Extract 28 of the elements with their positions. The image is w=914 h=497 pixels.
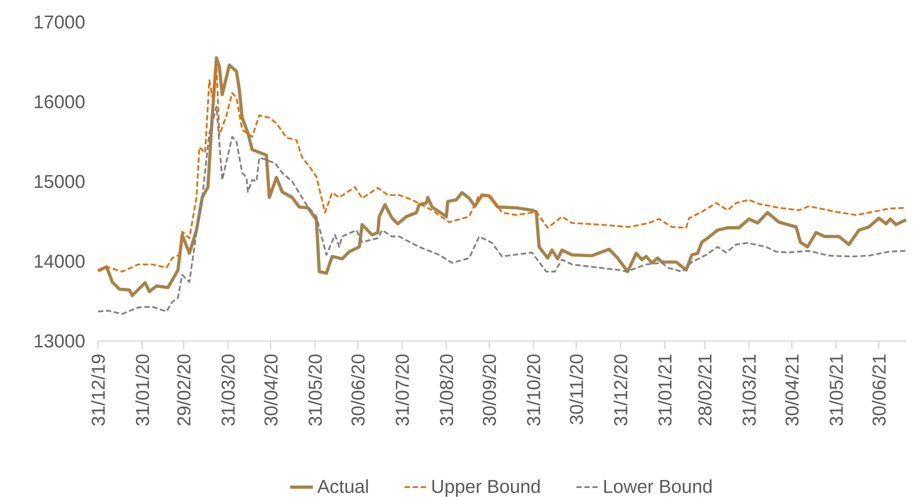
x-tick-label: 31/10/20 xyxy=(526,354,540,426)
y-tick-label: 17000 xyxy=(34,15,85,29)
legend-label: Upper Bound xyxy=(432,479,540,497)
legend-label: Actual xyxy=(317,479,368,494)
x-tick-label: 31/03/21 xyxy=(742,354,756,426)
line-series xyxy=(97,106,907,315)
x-tick-label: 30/04/20 xyxy=(264,354,278,426)
y-tick-label: 13000 xyxy=(34,334,85,348)
x-tick-label: 30/09/20 xyxy=(482,354,496,426)
x-tick-label: 31/01/20 xyxy=(135,354,150,426)
y-tick-label: 14000 xyxy=(34,254,85,268)
x-tick-label: 31/12/20 xyxy=(614,354,628,426)
x-tick-label: 30/11/20 xyxy=(569,354,584,424)
legend-label: Lower Bound xyxy=(604,479,712,494)
x-tick-label: 31/07/20 xyxy=(395,354,409,426)
x-tick-label: 30/06/21 xyxy=(872,354,886,426)
x-tick-label: 31/05/20 xyxy=(308,354,322,426)
x-tick-label: 31/12/19 xyxy=(91,354,105,426)
x-tick-label: 31/01/21 xyxy=(658,354,672,426)
x-tick-label: 31/03/20 xyxy=(221,354,235,426)
x-tick-label: 29/02/20 xyxy=(176,354,191,426)
y-tick-label: 16000 xyxy=(34,95,85,108)
y-tick-label: 15000 xyxy=(34,174,85,188)
x-tick-label: 30/04/21 xyxy=(784,354,799,426)
x-tick-label: 28/02/21 xyxy=(698,354,712,426)
x-tick-label: 31/05/21 xyxy=(829,354,843,426)
x-tick-label: 30/06/20 xyxy=(350,354,365,426)
x-tick-label: 31/08/20 xyxy=(439,354,454,426)
